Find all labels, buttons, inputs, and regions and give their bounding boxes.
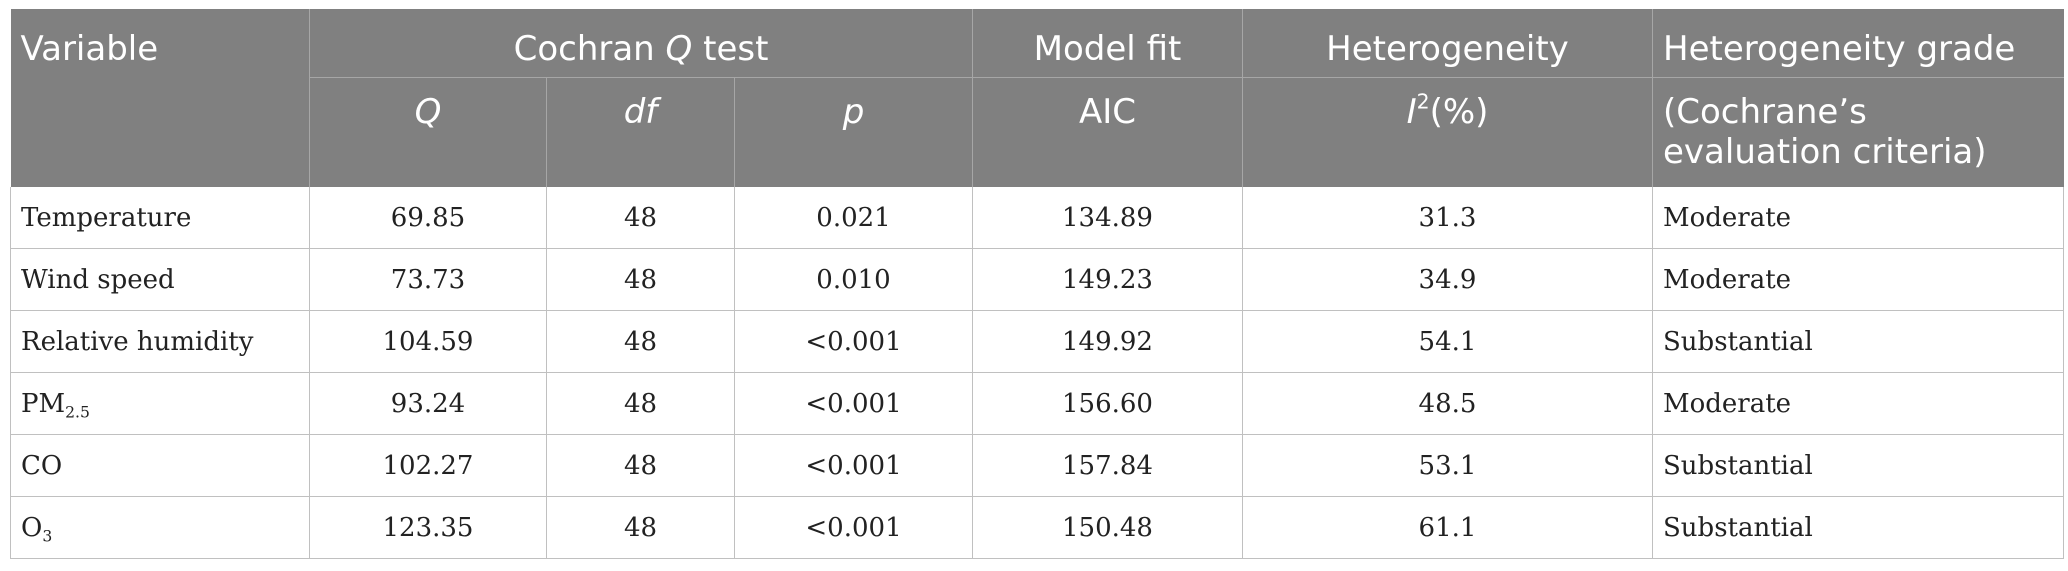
cell-i2: 53.1 [1242, 434, 1653, 497]
cell-q: 93.24 [309, 372, 547, 435]
cell-aic: 149.23 [972, 248, 1243, 311]
table-row: Temperature 69.85 48 0.021 134.89 31.3 M… [10, 187, 2064, 249]
cell-q: 104.59 [309, 310, 547, 373]
header-heterogeneity-grade: Heterogeneity grade [1652, 9, 2064, 78]
cell-grade: Moderate [1652, 187, 2064, 249]
cell-variable: Wind speed [10, 248, 310, 311]
cell-aic: 134.89 [972, 187, 1243, 249]
subheader-grade-criteria: (Cochrane’s evaluation criteria) [1652, 77, 2064, 187]
cell-grade: Moderate [1652, 372, 2064, 435]
table-row: Wind speed 73.73 48 0.010 149.23 34.9 Mo… [10, 248, 2064, 311]
cell-i2: 61.1 [1242, 496, 1653, 559]
cell-variable: PM2.5 [10, 372, 310, 435]
cell-q: 123.35 [309, 496, 547, 559]
table-row: CO 102.27 48 <0.001 157.84 53.1 Substant… [10, 434, 2064, 497]
cell-i2: 54.1 [1242, 310, 1653, 373]
cell-variable: CO [10, 434, 310, 497]
cell-q: 69.85 [309, 187, 547, 249]
cell-variable: Temperature [10, 187, 310, 249]
cell-aic: 150.48 [972, 496, 1243, 559]
cell-p: 0.021 [734, 187, 973, 249]
cell-df: 48 [546, 248, 735, 311]
subheader-i2: I2(%) [1242, 77, 1653, 187]
cell-variable: O3 [10, 496, 310, 559]
subheader-q: Q [309, 77, 547, 187]
cell-grade: Moderate [1652, 248, 2064, 311]
cell-df: 48 [546, 496, 735, 559]
cell-grade: Substantial [1652, 434, 2064, 497]
header-row-1: Variable Cochran Q test Model fit Hetero… [10, 9, 2064, 187]
cell-p: <0.001 [734, 372, 973, 435]
cell-p: <0.001 [734, 310, 973, 373]
table-header: Variable Cochran Q test Model fit Hetero… [10, 9, 2064, 187]
cell-variable: Relative humidity [10, 310, 310, 373]
table-body: Temperature 69.85 48 0.021 134.89 31.3 M… [10, 187, 2064, 559]
cell-df: 48 [546, 310, 735, 373]
cell-p: <0.001 [734, 496, 973, 559]
cell-grade: Substantial [1652, 310, 2064, 373]
cell-p: <0.001 [734, 434, 973, 497]
subheader-df: df [546, 77, 735, 187]
cell-i2: 48.5 [1242, 372, 1653, 435]
cell-i2: 34.9 [1242, 248, 1653, 311]
cell-q: 102.27 [309, 434, 547, 497]
cell-i2: 31.3 [1242, 187, 1653, 249]
table-container: Variable Cochran Q test Model fit Hetero… [10, 9, 2064, 559]
subheader-p: p [734, 77, 973, 187]
cell-aic: 156.60 [972, 372, 1243, 435]
cell-df: 48 [546, 372, 735, 435]
header-heterogeneity: Heterogeneity [1242, 9, 1653, 78]
table-row: O3 123.35 48 <0.001 150.48 61.1 Substant… [10, 496, 2064, 559]
header-variable: Variable [10, 9, 310, 187]
cell-q: 73.73 [309, 248, 547, 311]
cell-p: 0.010 [734, 248, 973, 311]
table-row: Relative humidity 104.59 48 <0.001 149.9… [10, 310, 2064, 373]
cell-df: 48 [546, 434, 735, 497]
cell-aic: 157.84 [972, 434, 1243, 497]
subheader-aic: AIC [972, 77, 1243, 187]
heterogeneity-table: Variable Cochran Q test Model fit Hetero… [10, 9, 2064, 559]
cell-df: 48 [546, 187, 735, 249]
header-model-fit: Model fit [972, 9, 1243, 78]
cell-aic: 149.92 [972, 310, 1243, 373]
header-row-2: Q df p AIC I2(%) (Cochrane’s evaluation c… [11, 77, 2064, 187]
table-row: PM2.5 93.24 48 <0.001 156.60 48.5 Modera… [10, 372, 2064, 435]
cell-grade: Substantial [1652, 496, 2064, 559]
header-cochran-q-test: Cochran Q test [309, 9, 973, 78]
